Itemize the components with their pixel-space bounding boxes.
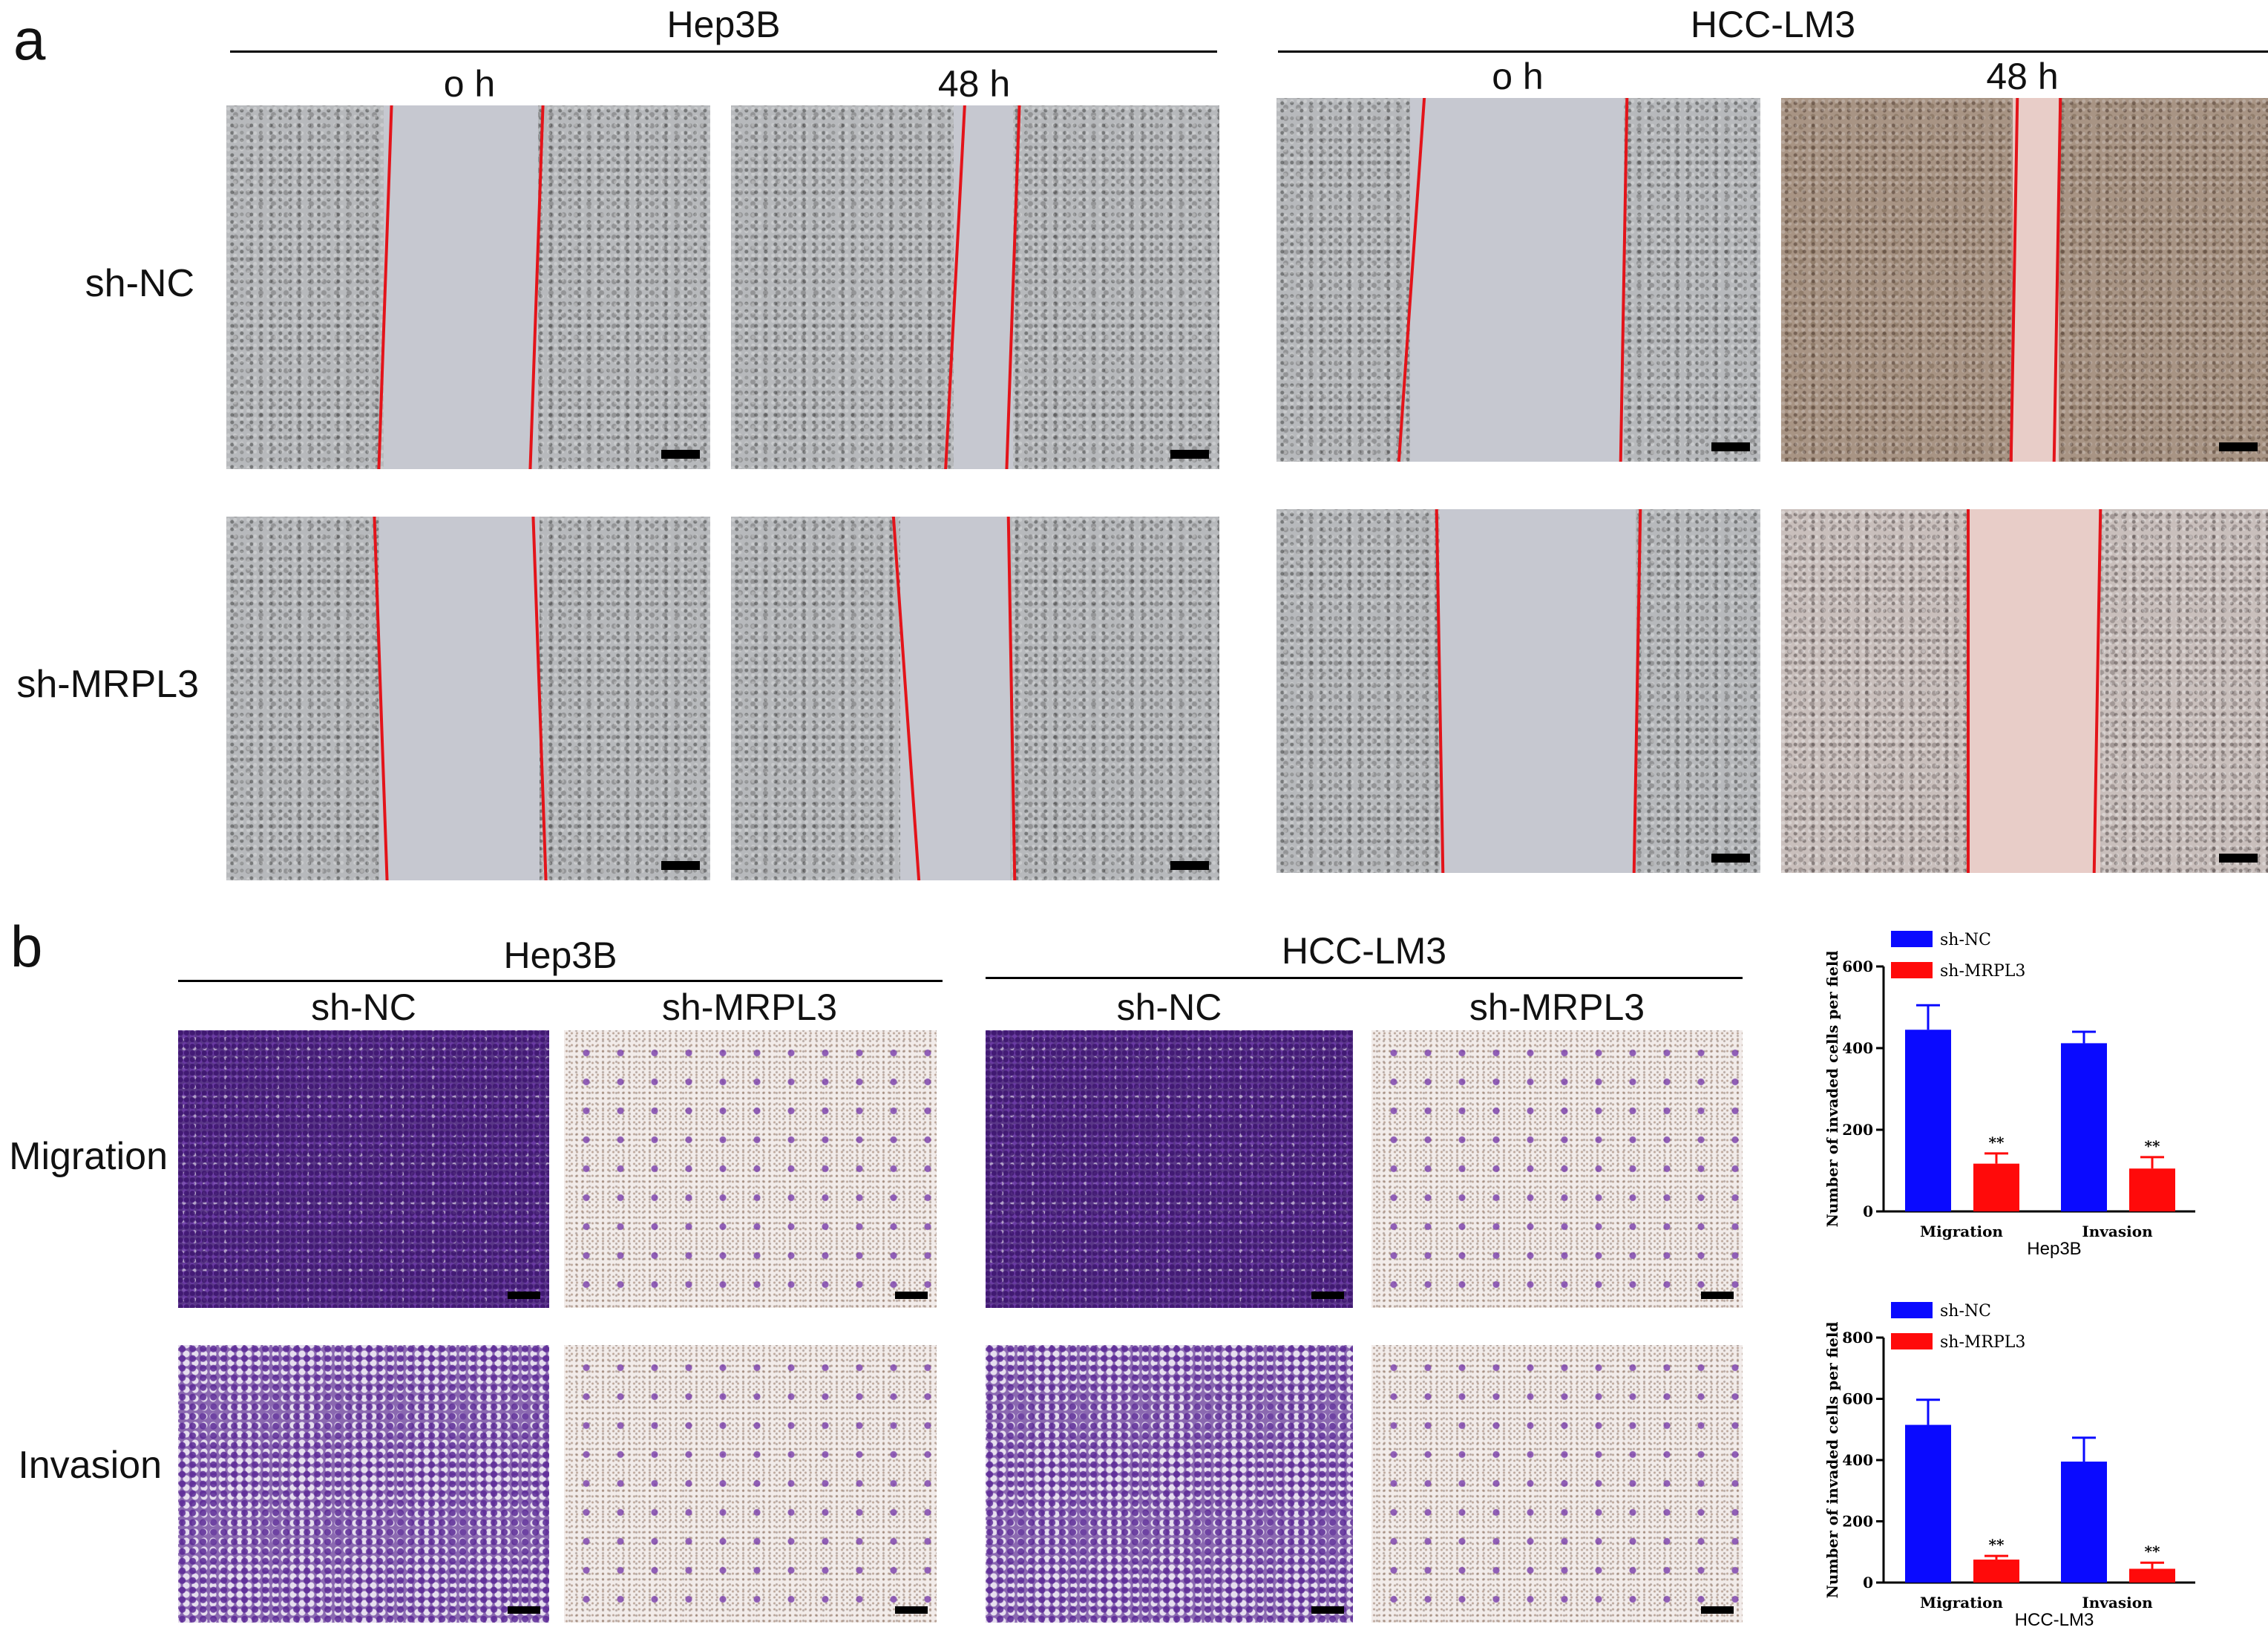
wound-image [1276, 98, 1760, 462]
y-tick-label: 0 [1863, 1574, 1873, 1591]
y-tick-label: 600 [1842, 958, 1873, 975]
significance-marker: ** [1989, 1133, 2005, 1151]
y-tick-label: 200 [1842, 1121, 1873, 1139]
x-tick-label: Migration [1920, 1594, 2003, 1612]
legend-label: sh-NC [1940, 1302, 1991, 1321]
x-axis-label: HCC-LM3 [2015, 1610, 2094, 1630]
legend-swatch [1891, 962, 1933, 978]
scale-bar [1701, 1606, 1734, 1614]
y-axis-label: Number of invaded cells per field [1823, 951, 1841, 1228]
bar-sh-NC [1905, 1030, 1951, 1211]
scale-bar [895, 1606, 928, 1614]
wound-image [731, 517, 1219, 880]
panel-b-letter: b [10, 914, 43, 979]
y-tick-label: 400 [1842, 1451, 1873, 1469]
wound-edge-line [1967, 509, 1970, 873]
transwell-image [1371, 1345, 1743, 1623]
legend-label: sh-MRPL3 [1940, 962, 2025, 981]
bar-sh-MRPL3 [2129, 1168, 2175, 1211]
transwell-image [564, 1345, 937, 1623]
scale-bar [1311, 1606, 1344, 1614]
scale-bar [508, 1606, 540, 1614]
timepoint-label: o h [443, 63, 496, 105]
transwell-image [564, 1030, 937, 1308]
y-tick-label: 400 [1842, 1039, 1873, 1057]
row-label-sh-nc: sh-NC [85, 262, 194, 305]
scale-bar [2219, 442, 2258, 451]
wound-image [1781, 98, 2268, 462]
bar-sh-MRPL3 [1973, 1163, 2019, 1211]
transwell-image [178, 1345, 549, 1623]
bar-sh-NC [1905, 1424, 1951, 1583]
transwell-image [986, 1030, 1353, 1308]
wound-image [226, 517, 710, 880]
row-label-invasion: Invasion [18, 1444, 162, 1487]
scale-bar [1711, 442, 1750, 451]
y-tick-label: 600 [1842, 1390, 1873, 1408]
transwell-image [1371, 1030, 1743, 1308]
x-axis-label: Hep3B [2027, 1239, 2081, 1259]
panel-b-group-hep3b: Hep3B [503, 935, 617, 976]
wound-image [226, 105, 710, 469]
y-tick-label: 200 [1842, 1513, 1873, 1531]
wound-image [1781, 509, 2268, 873]
scale-bar [1311, 1292, 1344, 1299]
bar-sh-MRPL3 [1973, 1560, 2019, 1583]
timepoint-label: o h [1492, 56, 1544, 97]
transwell-image [178, 1030, 549, 1308]
panel-a-group-hep3b: Hep3B [666, 4, 781, 45]
panel-a-group-hcclm3: HCC-LM3 [1690, 4, 1856, 45]
x-tick-label: Invasion [2082, 1223, 2153, 1240]
timepoint-label: 48 h [937, 63, 1011, 105]
bar-sh-MRPL3 [2129, 1568, 2175, 1583]
scale-bar [1170, 861, 1209, 870]
bar-sh-NC [2061, 1462, 2107, 1583]
scale-bar [508, 1292, 540, 1299]
bar-sh-NC [2061, 1043, 2107, 1211]
y-tick-label: 800 [1842, 1329, 1873, 1347]
legend-swatch [1891, 1302, 1933, 1318]
scale-bar [1701, 1292, 1734, 1299]
panel-a-letter: a [13, 7, 46, 72]
y-tick-label: 0 [1863, 1203, 1873, 1220]
panel-b-rule-hep3b [178, 980, 943, 982]
transwell-image [986, 1345, 1353, 1623]
scale-bar [895, 1292, 928, 1299]
significance-marker: ** [1989, 1536, 2005, 1554]
panel-b-rule-hcclm3 [986, 977, 1743, 979]
y-axis-label: Number of invaded cells per field [1823, 1322, 1841, 1599]
condition-label: sh-MRPL3 [1469, 986, 1645, 1028]
scale-bar [1170, 450, 1209, 459]
condition-label: sh-MRPL3 [661, 986, 838, 1028]
x-tick-label: Migration [1920, 1223, 2003, 1240]
scale-bar [661, 861, 700, 870]
wound-image [731, 105, 1219, 469]
panel-a-rule-hcclm3 [1278, 50, 2268, 53]
scale-bar [1711, 854, 1750, 863]
legend-swatch [1891, 1333, 1933, 1349]
panel-b-group-hcclm3: HCC-LM3 [1281, 930, 1447, 972]
condition-label: sh-NC [1116, 986, 1222, 1028]
scale-bar [2219, 854, 2258, 863]
wound-image [1276, 509, 1760, 873]
row-label-sh-mrpl3: sh-MRPL3 [16, 663, 199, 706]
legend-label: sh-NC [1940, 931, 1991, 949]
significance-marker: ** [2145, 1137, 2160, 1155]
row-label-migration: Migration [9, 1135, 168, 1178]
significance-marker: ** [2145, 1542, 2160, 1560]
timepoint-label: 48 h [1986, 56, 2059, 97]
x-tick-label: Invasion [2082, 1594, 2153, 1612]
legend-label: sh-MRPL3 [1940, 1333, 2025, 1352]
legend-swatch [1891, 931, 1933, 947]
panel-a-rule-hep3b [230, 50, 1217, 53]
condition-label: sh-NC [311, 986, 416, 1028]
scale-bar [661, 450, 700, 459]
